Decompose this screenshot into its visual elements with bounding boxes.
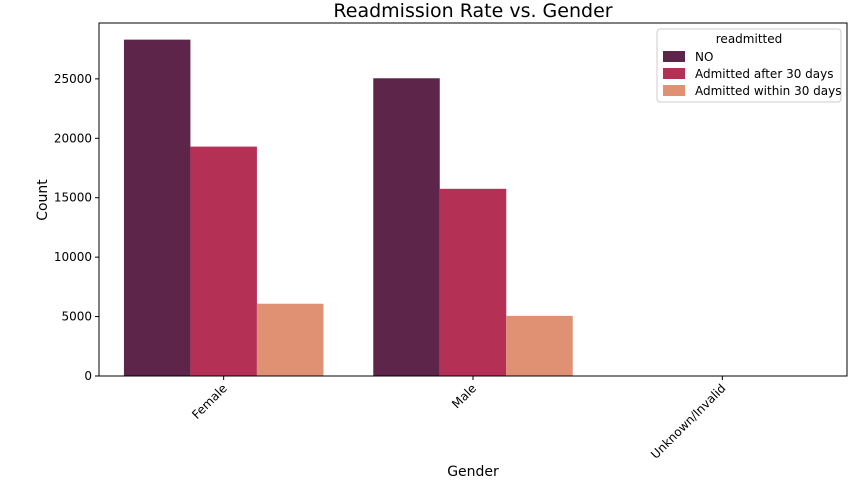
legend-swatch: [663, 51, 685, 62]
bar-no-male: [373, 78, 439, 376]
bar-no-female: [124, 40, 190, 376]
chart-title: Readmission Rate vs. Gender: [333, 0, 612, 22]
x-tick-label: Male: [449, 381, 479, 411]
y-tick-label: 15000: [54, 191, 92, 205]
legend-label: NO: [695, 50, 713, 64]
y-tick-label: 25000: [54, 72, 92, 86]
y-axis-ticks: 0 5000 10000 15000 20000 25000: [54, 72, 99, 383]
legend-title: readmitted: [716, 32, 782, 46]
y-tick-label: 10000: [54, 250, 92, 264]
x-tick-label: Unknown/Invalid: [648, 381, 728, 461]
legend-swatch: [663, 85, 685, 96]
bar-admitted-within-30-days-female: [257, 304, 323, 376]
legend-label: Admitted after 30 days: [695, 67, 833, 81]
y-tick-label: 20000: [54, 131, 92, 145]
legend-label: Admitted within 30 days: [695, 84, 841, 98]
y-tick-label: 5000: [61, 310, 92, 324]
bar-admitted-after-30-days-female: [190, 147, 256, 376]
x-axis-ticks: Female Male Unknown/Invalid: [189, 376, 728, 462]
x-axis-label: Gender: [447, 464, 499, 480]
bar-admitted-within-30-days-male: [506, 316, 572, 376]
bars-layer: [124, 40, 689, 376]
y-axis-label: Count: [35, 179, 51, 221]
bar-admitted-after-30-days-male: [440, 189, 506, 376]
y-tick-label: 0: [84, 369, 92, 383]
legend: readmitted NO Admitted after 30 days Admit…: [657, 29, 841, 102]
x-tick-label: Female: [189, 381, 230, 422]
legend-swatch: [663, 68, 685, 79]
